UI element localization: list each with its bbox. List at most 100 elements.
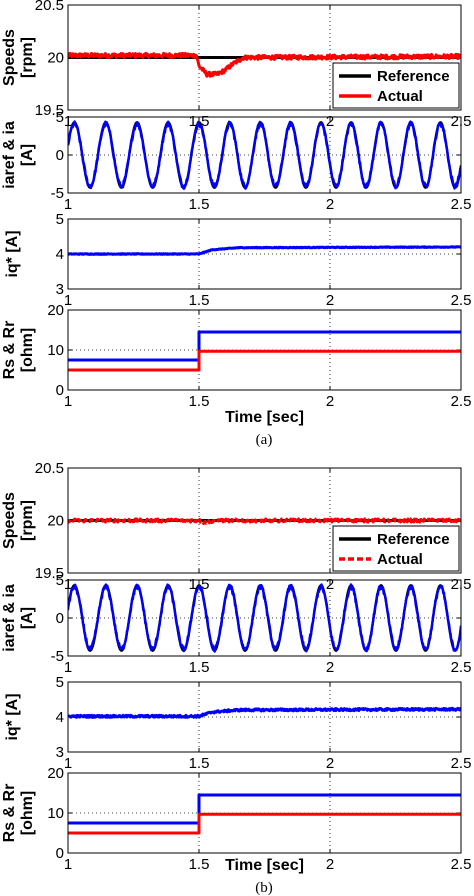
y-tick-label: 0 <box>56 845 64 862</box>
series-line-rr <box>68 349 461 372</box>
y-axis-label: Speeds <box>1 29 18 86</box>
series-line-rs <box>68 793 461 825</box>
y-axis-label: [ohm] <box>19 328 36 372</box>
axes-frame <box>67 772 462 854</box>
legend: Reference Actual <box>332 525 460 572</box>
series-group <box>68 517 461 526</box>
y-axis-label: Rs & Rr <box>1 784 18 843</box>
x-tick-label: 2 <box>326 292 334 309</box>
axes-frame <box>67 467 462 574</box>
y-tick-label: 0 <box>56 147 64 164</box>
panel-4: 1 1.5 2 2.5 0 10 20 Rs & Rr [ohm] <box>1 765 471 873</box>
y-tick-label: 4 <box>56 709 64 726</box>
series-line-ia <box>68 583 461 653</box>
series-group <box>68 706 461 719</box>
x-tick-label: 2.5 <box>451 292 472 309</box>
x-tick-label: 2.5 <box>451 659 472 676</box>
x-tick-label: 1.5 <box>189 755 210 772</box>
x-tick-label: 1 <box>64 856 72 873</box>
y-tick-label: 3 <box>56 281 64 298</box>
legend-label: Reference <box>377 68 450 85</box>
panel-2: 1 1.5 2 2.5 -5 0 5 iaref & ia [A] <box>1 572 471 676</box>
axes-frame <box>67 218 462 290</box>
axes-frame <box>67 4 462 111</box>
axes-frame <box>67 116 462 194</box>
x-tick-label: 2 <box>326 659 334 676</box>
x-tick-label: 1.5 <box>189 393 210 410</box>
x-tick-label: 2 <box>326 755 334 772</box>
legend: Reference Actual <box>332 62 460 109</box>
y-axis-label: [A] <box>19 144 36 166</box>
series-group <box>68 583 461 653</box>
legend-label: Reference <box>377 531 450 548</box>
y-tick-label: 5 <box>56 109 64 126</box>
y-tick-label: -5 <box>51 185 64 202</box>
x-tick-label: 2 <box>326 393 334 410</box>
axes-frame <box>67 309 462 391</box>
y-axis-label: [ohm] <box>19 791 36 835</box>
panel-3: 1 1.5 2 2.5 3 4 5 iq* [A] <box>4 211 471 309</box>
figure-caption: (a) <box>256 432 273 448</box>
y-axis-label: iaref & ia <box>1 584 18 652</box>
y-axis-label: iaref & ia <box>1 121 18 189</box>
series-group <box>68 793 461 835</box>
x-axis-label: Time [sec] <box>225 857 304 874</box>
series-group <box>68 330 461 372</box>
series-line-iq <box>68 245 461 256</box>
y-tick-label: 20 <box>47 302 64 319</box>
x-tick-label: 2.5 <box>451 755 472 772</box>
legend-label: Actual <box>377 551 423 568</box>
panel-3: 1 1.5 2 2.5 3 4 5 iq* [A] <box>4 674 471 772</box>
y-tick-label: 19.5 <box>35 102 64 119</box>
y-tick-label: 20.5 <box>35 460 64 477</box>
x-tick-label: 1.5 <box>189 659 210 676</box>
y-axis-label: Speeds <box>1 492 18 549</box>
y-tick-label: 20 <box>47 765 64 782</box>
series-line-rr <box>68 812 461 835</box>
x-tick-label: 2 <box>326 196 334 213</box>
y-tick-label: 10 <box>47 342 64 359</box>
series-group <box>68 120 461 190</box>
y-tick-label: 19.5 <box>35 565 64 582</box>
figure-caption: (b) <box>255 880 273 896</box>
x-tick-label: 1.5 <box>189 292 210 309</box>
x-tick-label: 1 <box>64 196 72 213</box>
x-tick-label: 2.5 <box>451 393 472 410</box>
axes-frame <box>67 579 462 657</box>
legend-box <box>332 62 460 109</box>
panel-4: 1 1.5 2 2.5 0 10 20 Rs & Rr [ohm] <box>1 302 471 410</box>
series-line-rs <box>68 330 461 362</box>
series-line-iq <box>68 706 461 719</box>
axes-frame <box>67 681 462 753</box>
x-tick-label: 2.5 <box>451 856 472 873</box>
y-tick-label: 20 <box>47 50 64 67</box>
x-tick-label: 2.5 <box>451 196 472 213</box>
y-tick-label: 4 <box>56 246 64 263</box>
series-group <box>68 51 461 78</box>
y-tick-label: 0 <box>56 610 64 627</box>
panel-2: 1 1.5 2 2.5 -5 0 5 iaref & ia [A] <box>1 109 471 213</box>
x-tick-label: 1 <box>64 659 72 676</box>
series-line-actual <box>68 517 461 526</box>
y-tick-label: 5 <box>56 211 64 228</box>
x-tick-label: 1 <box>64 393 72 410</box>
y-axis-label: [rpm] <box>19 500 36 541</box>
y-axis-label: iq* [A] <box>4 693 21 740</box>
y-axis-label: iq* [A] <box>4 230 21 277</box>
y-tick-label: -5 <box>51 648 64 665</box>
y-tick-label: 20 <box>47 513 64 530</box>
y-axis-label: [rpm] <box>19 37 36 78</box>
y-tick-label: 10 <box>47 805 64 822</box>
x-tick-label: 1 <box>64 755 72 772</box>
x-tick-label: 1 <box>64 292 72 309</box>
x-tick-label: 2 <box>326 856 334 873</box>
y-tick-label: 0 <box>56 382 64 399</box>
y-axis-label: Rs & Rr <box>1 321 18 380</box>
legend-label: Actual <box>377 88 423 105</box>
y-tick-label: 5 <box>56 572 64 589</box>
